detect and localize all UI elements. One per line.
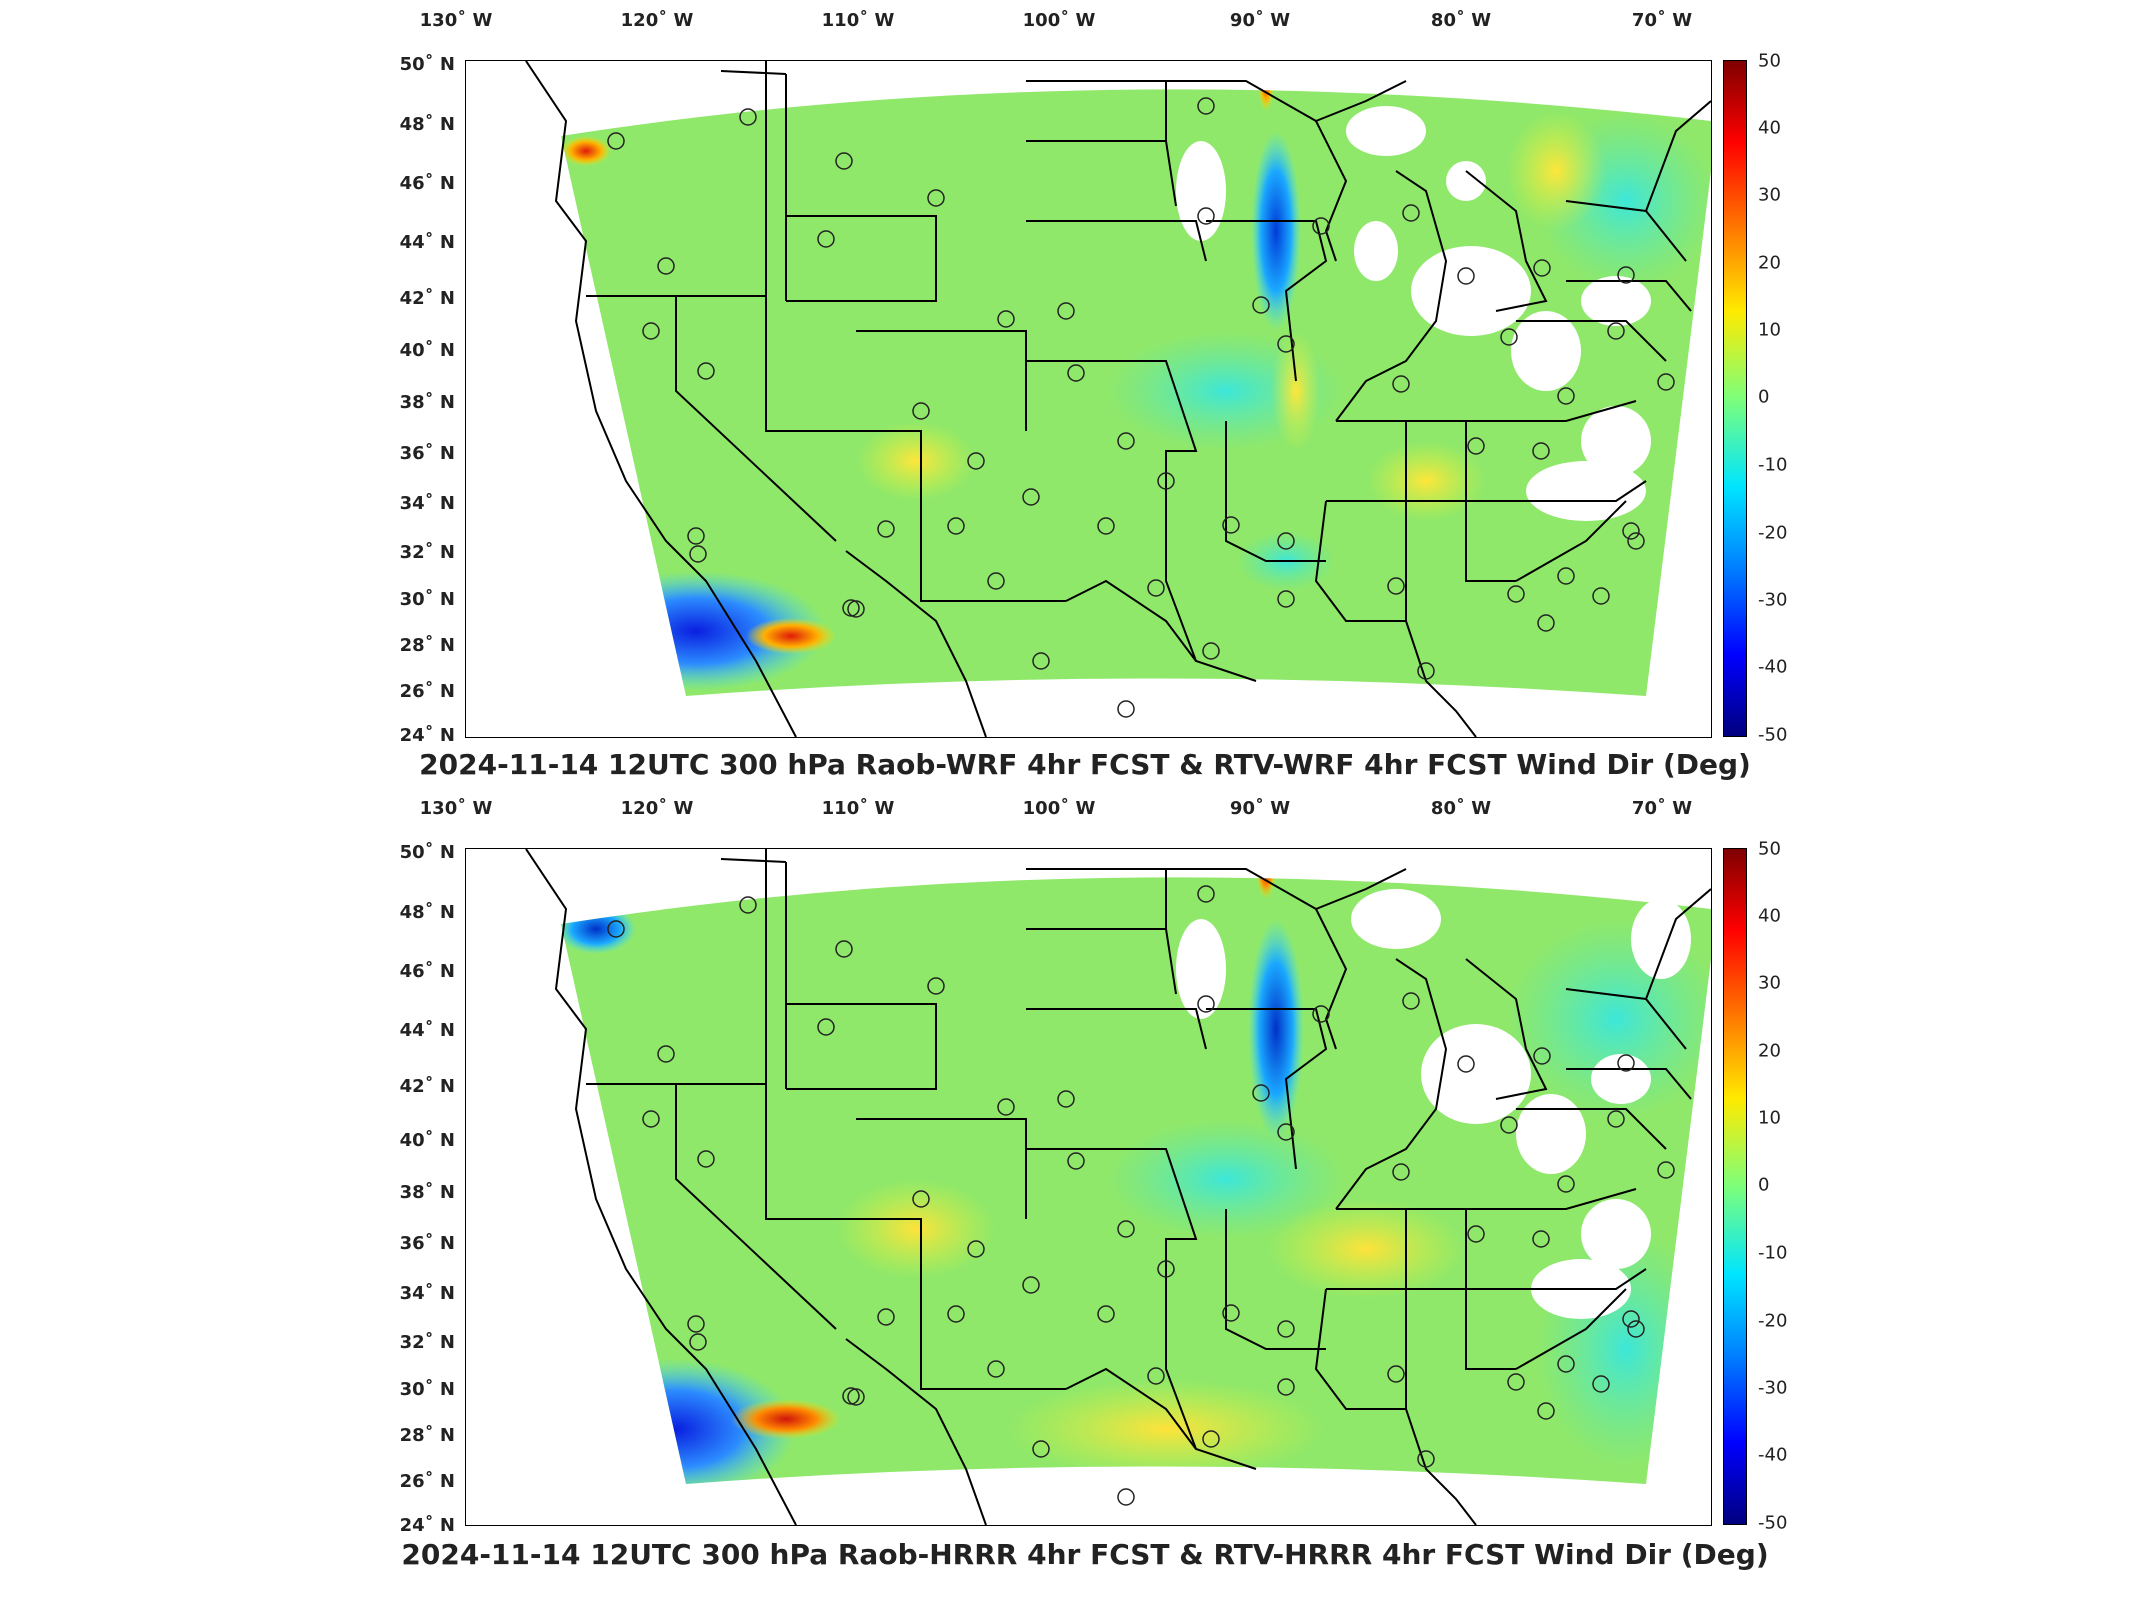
lat-tick: 42˚ N xyxy=(399,1076,455,1097)
colorbar-tick: -50 xyxy=(1758,1512,1788,1534)
lat-tick: 44˚ N xyxy=(399,232,455,253)
colorbar-tick: -10 xyxy=(1758,1242,1788,1264)
lat-tick: 40˚ N xyxy=(399,340,455,361)
lat-tick: 48˚ N xyxy=(399,902,455,923)
panel-title: 2024-11-14 12UTC 300 hPa Raob-WRF 4hr FC… xyxy=(419,748,1751,781)
lat-tick: 46˚ N xyxy=(399,173,455,194)
lat-tick: 34˚ N xyxy=(399,1283,455,1304)
lon-tick: 70˚ W xyxy=(1631,10,1693,31)
map-svg xyxy=(525,849,1711,1525)
lon-tick: 100˚ W xyxy=(1022,10,1096,31)
colorbar-tick: 40 xyxy=(1758,117,1781,139)
lon-tick: 100˚ W xyxy=(1022,798,1096,819)
lat-tick: 28˚ N xyxy=(399,635,455,656)
colorbar-tick: 10 xyxy=(1758,319,1781,341)
lon-tick: 110˚ W xyxy=(821,10,895,31)
raob-stations xyxy=(607,97,1675,718)
colorbar-tick: 40 xyxy=(1758,905,1781,927)
lon-tick: 80˚ W xyxy=(1430,10,1492,31)
lat-tick: 38˚ N xyxy=(399,392,455,413)
panel-title: 2024-11-14 12UTC 300 hPa Raob-HRRR 4hr F… xyxy=(401,1538,1769,1571)
colorbar-tick: -20 xyxy=(1758,522,1788,544)
boundaries xyxy=(525,849,1711,1525)
lat-tick: 34˚ N xyxy=(399,493,455,514)
lon-tick: 120˚ W xyxy=(620,10,694,31)
lat-tick: 42˚ N xyxy=(399,288,455,309)
lon-tick: 80˚ W xyxy=(1430,798,1492,819)
boundaries xyxy=(525,61,1711,737)
lat-tick: 36˚ N xyxy=(399,443,455,464)
lat-tick: 38˚ N xyxy=(399,1182,455,1203)
lon-tick: 110˚ W xyxy=(821,798,895,819)
lat-tick: 32˚ N xyxy=(399,1332,455,1353)
colorbar-tick: -40 xyxy=(1758,1444,1788,1466)
lon-tick: 130˚ W xyxy=(419,10,493,31)
map-svg xyxy=(525,61,1711,737)
lat-tick: 24˚ N xyxy=(399,1515,455,1536)
lat-tick: 32˚ N xyxy=(399,542,455,563)
colorbar-tick: 30 xyxy=(1758,184,1781,206)
lat-tick: 40˚ N xyxy=(399,1130,455,1151)
lat-tick: 50˚ N xyxy=(399,842,455,863)
lat-tick: 36˚ N xyxy=(399,1233,455,1254)
colorbar-tick: 10 xyxy=(1758,1107,1781,1129)
lat-tick: 50˚ N xyxy=(399,54,455,75)
lat-tick: 28˚ N xyxy=(399,1425,455,1446)
colorbar-tick: -10 xyxy=(1758,454,1788,476)
colorbar-tick: 0 xyxy=(1758,1174,1770,1196)
colorbar-tick: -40 xyxy=(1758,656,1788,678)
colorbar-tick: -20 xyxy=(1758,1310,1788,1332)
wind-direction-field xyxy=(561,89,1711,697)
missing-data xyxy=(1176,889,1691,1319)
colorbar xyxy=(1723,60,1747,737)
colorbar-tick: 30 xyxy=(1758,972,1781,994)
lon-tick: 120˚ W xyxy=(620,798,694,819)
map-area xyxy=(465,848,1712,1526)
colorbar-tick: 50 xyxy=(1758,838,1781,860)
colorbar-tick: 50 xyxy=(1758,50,1781,72)
lon-tick: 70˚ W xyxy=(1631,798,1693,819)
colorbar xyxy=(1723,848,1747,1525)
colorbar-tick: 20 xyxy=(1758,1040,1781,1062)
lon-tick: 90˚ W xyxy=(1229,798,1291,819)
wind-direction-field xyxy=(561,877,1711,1485)
lon-tick: 90˚ W xyxy=(1229,10,1291,31)
map-area xyxy=(465,60,1712,738)
colorbar-tick: 0 xyxy=(1758,386,1770,408)
lon-tick: 130˚ W xyxy=(419,798,493,819)
missing-data xyxy=(1176,106,1651,521)
lat-tick: 26˚ N xyxy=(399,681,455,702)
raob-stations xyxy=(607,885,1675,1506)
lat-tick: 26˚ N xyxy=(399,1471,455,1492)
lat-tick: 46˚ N xyxy=(399,961,455,982)
colorbar-tick: -50 xyxy=(1758,724,1788,746)
lat-tick: 44˚ N xyxy=(399,1020,455,1041)
lat-tick: 48˚ N xyxy=(399,114,455,135)
lat-tick: 24˚ N xyxy=(399,725,455,746)
colorbar-tick: -30 xyxy=(1758,589,1788,611)
colorbar-tick: -30 xyxy=(1758,1377,1788,1399)
lat-tick: 30˚ N xyxy=(399,589,455,610)
colorbar-tick: 20 xyxy=(1758,252,1781,274)
lat-tick: 30˚ N xyxy=(399,1379,455,1400)
